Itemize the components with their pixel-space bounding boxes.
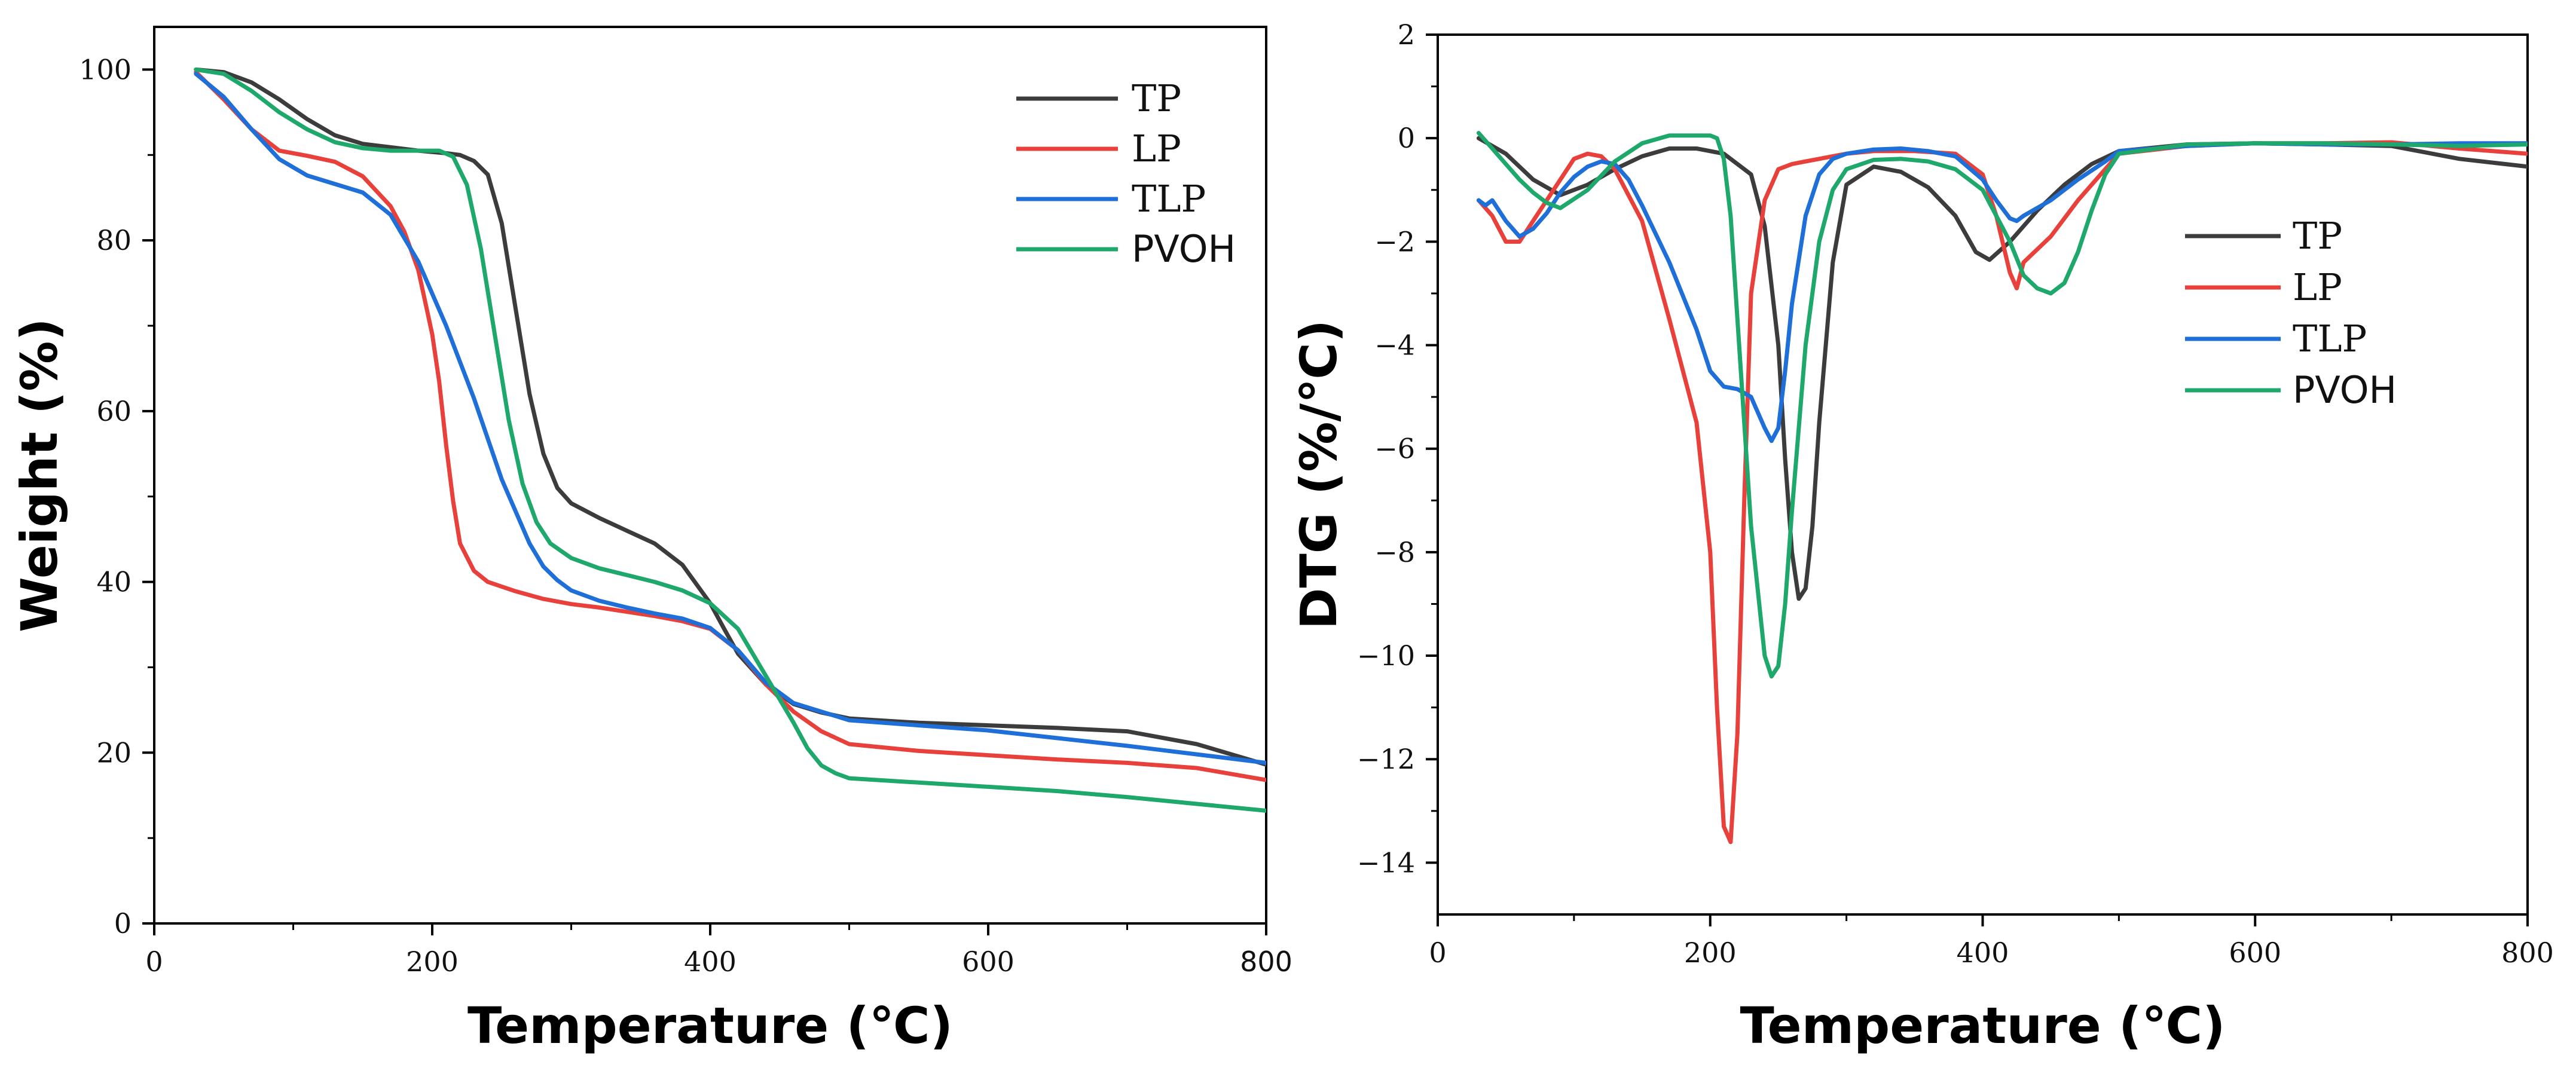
y-tick-label: −8 xyxy=(1374,536,1415,568)
series-line-pvoh xyxy=(194,67,1266,813)
series-line-pvoh xyxy=(1476,131,2528,679)
x-tick-label: 400 xyxy=(1957,937,2009,969)
legend-label-tlp: TLP xyxy=(1132,177,1206,221)
y-tick-label: −14 xyxy=(1357,846,1415,879)
y-tick-label: −4 xyxy=(1374,329,1415,362)
x-tick-label: 0 xyxy=(1429,937,1446,969)
legend: TP LP TLP PVOH xyxy=(2185,214,2397,412)
y-tick-label: 0 xyxy=(114,907,132,940)
series-line-lp xyxy=(1476,140,2528,845)
x-axis-title: Temperature (℃) xyxy=(1740,996,2226,1055)
plot-frame xyxy=(153,26,1267,925)
y-tick-label: 0 xyxy=(1398,122,1415,154)
x-tick-label: 600 xyxy=(962,946,1014,978)
series-line-lp xyxy=(194,70,1266,782)
y-tick-label: 20 xyxy=(96,736,132,769)
y-tick-label: 80 xyxy=(96,224,132,256)
x-tick-label: 200 xyxy=(406,946,459,978)
y-axis-title: Weight (%) xyxy=(10,318,69,632)
legend-label-pvoh: PVOH xyxy=(1132,227,1236,271)
legend-label-tp: TP xyxy=(2293,214,2342,258)
y-axis-title: DTG (%/℃) xyxy=(1289,320,1348,630)
legend-label-tp: TP xyxy=(1132,77,1181,120)
x-tick-label: 800 xyxy=(1240,946,1292,978)
y-tick-label: −2 xyxy=(1374,225,1415,258)
series-line-tlp xyxy=(1476,141,2528,443)
y-tick-label: 2 xyxy=(1398,19,1415,51)
dtg-panel: 0 200 400 600 800 −14 −12 −10 −8 −6 −4 −2 0 2 Temperat… xyxy=(1289,19,2554,1055)
x-tick-label: 200 xyxy=(1684,937,1737,969)
x-tick-label: 600 xyxy=(2229,937,2281,969)
legend: TP LP TLP PVOH xyxy=(1016,77,1236,271)
y-tick-label: 60 xyxy=(96,395,132,427)
x-tick-label: 0 xyxy=(145,946,163,978)
y-tick-label: 40 xyxy=(96,566,132,598)
series-group xyxy=(194,67,1266,813)
plot-frame xyxy=(1437,33,2529,916)
x-axis-title: Temperature (℃) xyxy=(467,996,953,1055)
y-tick-label: −12 xyxy=(1357,743,1415,775)
legend-label-pvoh: PVOH xyxy=(2293,368,2397,412)
x-tick-label: 800 xyxy=(2501,937,2554,969)
x-tick-label: 400 xyxy=(684,946,737,978)
series-group xyxy=(1476,131,2528,845)
legend-label-lp: LP xyxy=(1132,127,1181,170)
y-tick-label: 100 xyxy=(79,53,132,85)
series-line-tlp xyxy=(194,72,1266,765)
legend-label-tlp: TLP xyxy=(2293,317,2367,360)
y-tick-label: −6 xyxy=(1374,433,1415,465)
legend-label-lp: LP xyxy=(2293,265,2342,309)
weight-panel: 0 200 400 600 800 0 20 40 60 80 100 Temperature (℃)… xyxy=(10,26,1292,1055)
y-tick-label: −10 xyxy=(1357,640,1415,672)
